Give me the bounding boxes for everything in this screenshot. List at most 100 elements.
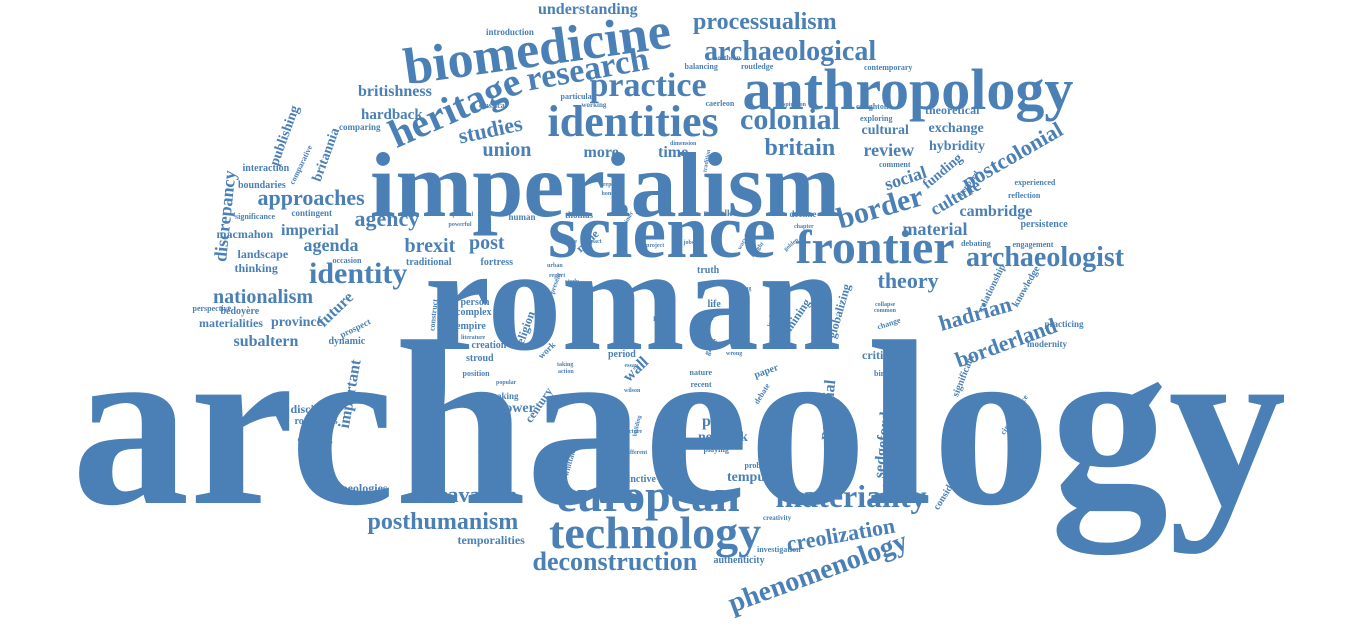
cloud-word: space (563, 239, 577, 245)
cloud-word: significance (235, 212, 275, 221)
cloud-word: exploring (860, 114, 893, 123)
cloud-word: more (583, 144, 619, 161)
cloud-word: deconstruction (532, 547, 698, 576)
cloud-word: comment (879, 160, 911, 169)
cloud-word: modernity (1027, 338, 1067, 349)
cloud-word: caerleon (705, 99, 735, 108)
cloud-word: repeat (603, 182, 620, 188)
cloud-word: agenda (303, 235, 359, 255)
cloud-word: truth (697, 265, 720, 276)
cloud-word: creation (471, 340, 507, 351)
cloud-word: thomas (565, 209, 594, 220)
cloud-word: person (460, 297, 490, 308)
cloud-word: cambridge (959, 203, 1033, 220)
cloud-word: stroud (466, 353, 494, 364)
cloud-word: life (707, 299, 721, 310)
cloud-word: frontier (795, 221, 955, 274)
cloud-word: birthday (874, 369, 904, 378)
cloud-word: britishness (358, 83, 432, 100)
cloud-word: practicing (1044, 318, 1084, 329)
cloud-word: creativity (763, 513, 792, 522)
cloud-word: romanitas (294, 416, 338, 427)
cloud-word: macmahon (216, 227, 274, 241)
cloud-word: brexit (404, 235, 456, 257)
cloud-word: province (271, 315, 323, 330)
cloud-word: contingent (291, 207, 333, 218)
cloud-word: comparative (286, 143, 314, 186)
cloud-word: isbn (657, 288, 674, 299)
cloud-word: wilson (624, 388, 641, 394)
cloud-word: inspiration (778, 102, 807, 108)
cloud-word: perspective (192, 304, 232, 313)
cloud-word: popular (496, 380, 517, 386)
cloud-word: archaeological (704, 36, 877, 67)
cloud-word: recent (690, 380, 712, 389)
cloud-word: picture (624, 429, 643, 435)
cloud-word: period (608, 349, 636, 360)
cloud-word: action (558, 369, 574, 375)
cloud-word: urban (547, 263, 563, 269)
cloud-word: thinking (234, 261, 278, 275)
cloud-word: archaeologist (966, 242, 1125, 273)
cloud-word: anthropology (742, 57, 1074, 122)
cloud-word: common (874, 308, 896, 314)
cloud-word: nationalism (213, 286, 314, 308)
cloud-word: debating (961, 239, 991, 248)
cloud-word: report (549, 273, 566, 279)
cloud-word: science (548, 190, 776, 274)
cloud-word: political (452, 212, 474, 218)
cloud-word: discipline (290, 402, 340, 416)
cloud-word: particular (560, 92, 596, 101)
cloud-word: collapse (875, 302, 896, 308)
cloud-word: identities (547, 97, 719, 146)
cloud-word: living (737, 286, 752, 292)
cloud-word: routledge (741, 62, 774, 71)
cloud-word: decline (789, 208, 817, 219)
cloud-word: rural (653, 312, 673, 323)
cloud-word: making (489, 390, 519, 401)
cloud-word: critique (862, 348, 902, 362)
cloud-word: experienced (1014, 178, 1056, 187)
cloud-word: hybridity (929, 139, 986, 154)
cloud-word: imperial (281, 222, 339, 239)
cloud-word: material (902, 219, 968, 239)
cloud-word: agency (354, 206, 420, 231)
cloud-word: case (706, 281, 718, 287)
cloud-word: practice (589, 67, 707, 104)
cloud-word: excavation (417, 482, 518, 507)
cloud-word: cultural (861, 123, 909, 138)
cloud-word: processualism (693, 9, 837, 35)
cloud-word: union (482, 139, 532, 161)
cloud-word: understanding (538, 1, 638, 18)
cloud-word: exchange (928, 121, 984, 136)
cloud-word: tempus (727, 470, 771, 485)
cloud-word: complex (456, 307, 492, 318)
cloud-word: network (698, 430, 748, 445)
cloud-word: norfolk (703, 207, 733, 218)
cloud-word: chapter (794, 224, 814, 230)
cloud-word: imperialism (370, 134, 841, 236)
cloud-word: fortress (480, 257, 514, 268)
cloud-word: position (462, 369, 490, 378)
cloud-word: playing (703, 445, 729, 454)
cloud-word: archaeology (71, 294, 1287, 555)
cloud-word: traditional (406, 257, 452, 268)
cloud-word: power (497, 401, 535, 416)
cloud-word: reflection (1008, 191, 1041, 200)
cloud-word: northern (713, 53, 741, 62)
cloud-word: approaches (257, 185, 365, 210)
cloud-word: technology (549, 507, 762, 558)
cloud-word: comparing (339, 121, 381, 132)
cloud-word: review (863, 140, 915, 160)
cloud-word: essay (624, 363, 638, 369)
cloud-word: occasion (332, 256, 362, 265)
cloud-word: posthumanism (367, 509, 519, 535)
cloud-word: empire (456, 321, 486, 332)
cloud-word: problem (744, 461, 774, 470)
cloud-word: distinctive (612, 474, 656, 485)
cloud-word: creighton (856, 102, 889, 111)
cloud-word: temporalities (457, 533, 525, 547)
cloud-word: project (646, 243, 665, 249)
cloud-word: contemporary (864, 63, 913, 72)
cloud-word: seek (657, 327, 669, 333)
